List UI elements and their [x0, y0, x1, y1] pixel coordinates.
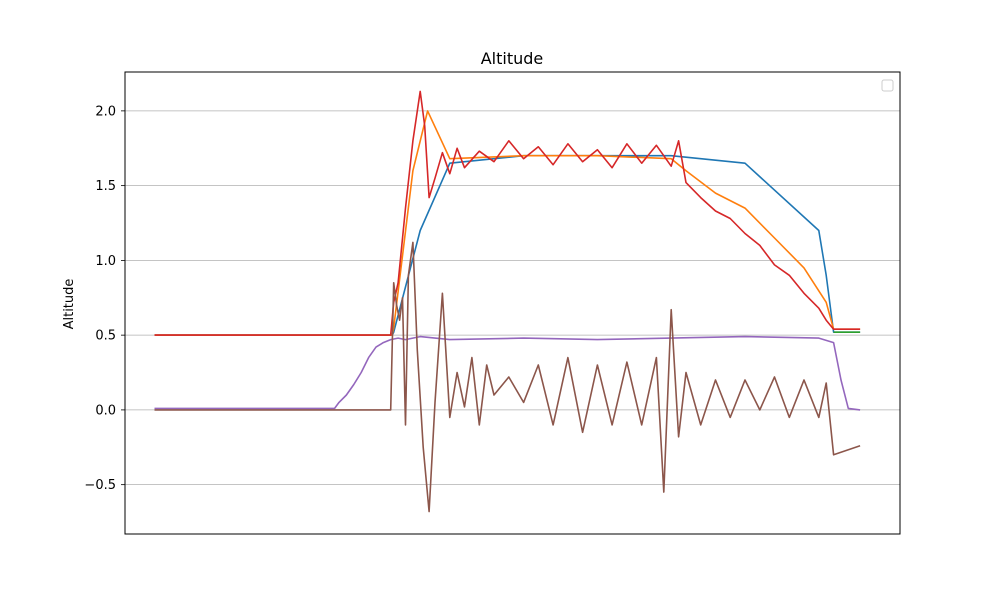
y-tick-label: −0.5: [84, 478, 116, 493]
y-tick-label: 2.0: [95, 104, 116, 119]
series-line-5: [154, 335, 861, 411]
series-line-1: [154, 154, 861, 336]
y-ticks: −0.5 0.0 0.5 1.0 1.5 2.0: [84, 104, 125, 493]
series-line-4: [154, 90, 861, 336]
y-tick-label: 0.0: [95, 403, 116, 418]
y-tick-label: 1.0: [95, 254, 116, 269]
series-layer: [154, 90, 861, 513]
y-tick-label: 1.5: [95, 179, 116, 194]
plot-frame: [124, 71, 901, 535]
y-axis-label: Altitude: [62, 279, 77, 330]
legend-box: [881, 79, 894, 92]
grid-layer: [125, 110, 900, 486]
chart-title: Altitude: [481, 49, 544, 68]
y-tick-label: 0.5: [95, 329, 116, 344]
series-line-2: [154, 110, 861, 336]
series-line-6: [154, 241, 861, 513]
